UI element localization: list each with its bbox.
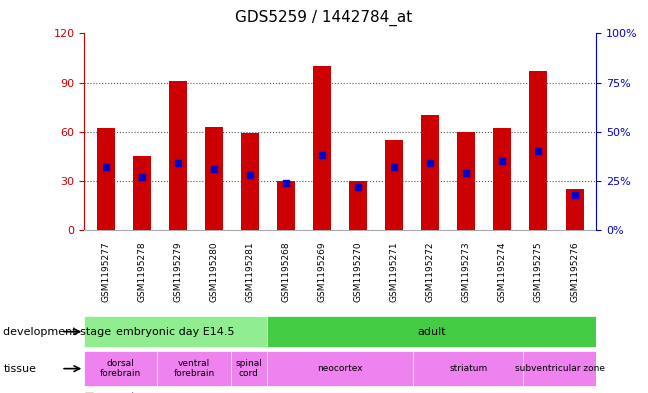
Text: GSM1195268: GSM1195268 xyxy=(282,242,290,303)
Text: GSM1195269: GSM1195269 xyxy=(318,242,327,303)
Bar xyxy=(349,181,367,230)
Text: GSM1195270: GSM1195270 xyxy=(354,242,363,303)
Bar xyxy=(529,71,548,230)
Bar xyxy=(267,316,596,347)
Text: subventricular zone: subventricular zone xyxy=(515,364,605,373)
Text: GSM1195272: GSM1195272 xyxy=(426,242,435,302)
Bar xyxy=(457,132,476,230)
Bar xyxy=(205,127,223,230)
Bar xyxy=(97,129,115,230)
Text: GSM1195281: GSM1195281 xyxy=(246,242,255,303)
Bar xyxy=(84,316,267,347)
Text: GSM1195277: GSM1195277 xyxy=(101,242,110,303)
Text: GSM1195271: GSM1195271 xyxy=(390,242,399,303)
Text: count: count xyxy=(105,392,136,393)
Bar xyxy=(313,66,331,230)
Text: GSM1195278: GSM1195278 xyxy=(137,242,146,303)
Text: GDS5259 / 1442784_at: GDS5259 / 1442784_at xyxy=(235,10,413,26)
Bar xyxy=(267,351,413,386)
Bar xyxy=(523,351,596,386)
Bar xyxy=(133,156,151,230)
Bar xyxy=(231,351,267,386)
Text: GSM1195280: GSM1195280 xyxy=(209,242,218,303)
Bar xyxy=(386,140,403,230)
Bar xyxy=(157,351,231,386)
Text: ventral
forebrain: ventral forebrain xyxy=(173,359,214,378)
Text: GSM1195273: GSM1195273 xyxy=(462,242,471,303)
Bar xyxy=(277,181,295,230)
Text: spinal
cord: spinal cord xyxy=(235,359,262,378)
Text: neocortex: neocortex xyxy=(318,364,363,373)
Bar xyxy=(169,81,187,230)
Bar xyxy=(493,129,511,230)
Text: tissue: tissue xyxy=(3,364,36,374)
Text: development stage: development stage xyxy=(3,327,111,337)
Text: GSM1195276: GSM1195276 xyxy=(570,242,579,303)
Bar xyxy=(413,351,523,386)
Bar xyxy=(421,115,439,230)
Bar xyxy=(241,133,259,230)
Text: adult: adult xyxy=(417,327,446,337)
Bar xyxy=(566,189,584,230)
Text: striatum: striatum xyxy=(449,364,487,373)
Bar xyxy=(84,351,157,386)
Text: GSM1195275: GSM1195275 xyxy=(534,242,543,303)
Text: dorsal
forebrain: dorsal forebrain xyxy=(100,359,141,378)
Text: embryonic day E14.5: embryonic day E14.5 xyxy=(117,327,235,337)
Text: GSM1195279: GSM1195279 xyxy=(174,242,183,303)
Text: GSM1195274: GSM1195274 xyxy=(498,242,507,302)
